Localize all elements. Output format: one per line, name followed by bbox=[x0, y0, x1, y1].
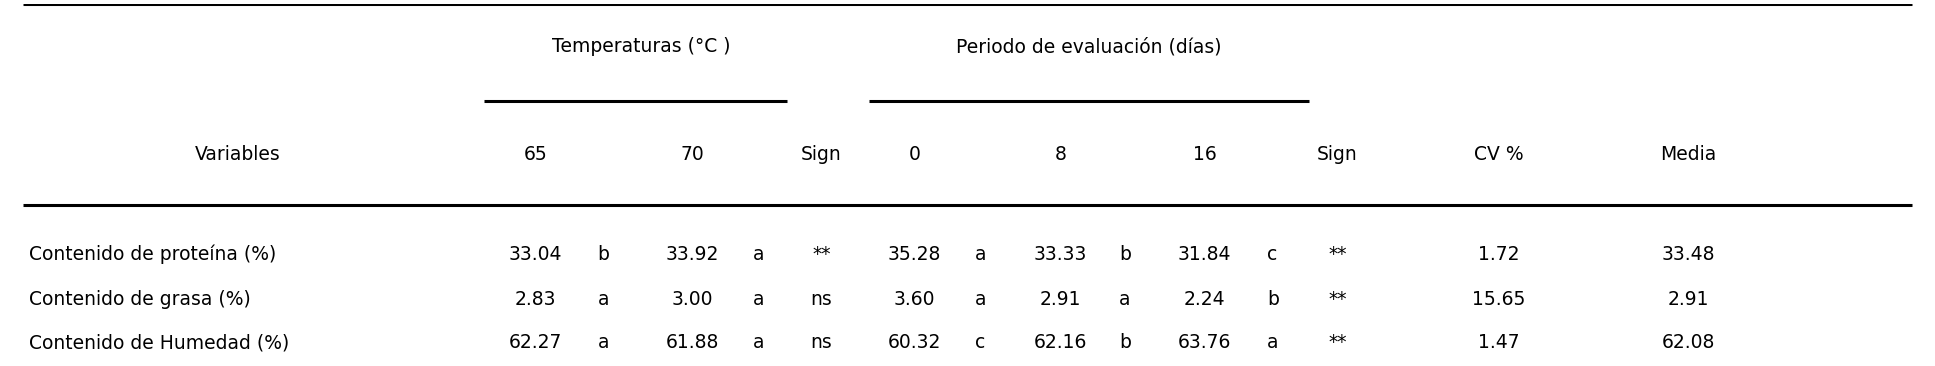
Text: Variables: Variables bbox=[195, 145, 281, 164]
Text: 16: 16 bbox=[1192, 145, 1217, 164]
Text: 1.47: 1.47 bbox=[1478, 333, 1519, 352]
Text: Contenido de grasa (%): Contenido de grasa (%) bbox=[29, 290, 250, 309]
Text: Contenido de proteína (%): Contenido de proteína (%) bbox=[29, 245, 277, 265]
Text: b: b bbox=[598, 245, 610, 264]
Text: 63.76: 63.76 bbox=[1178, 333, 1231, 352]
Text: 3.60: 3.60 bbox=[894, 290, 935, 309]
Text: a: a bbox=[975, 290, 987, 309]
Text: 62.16: 62.16 bbox=[1033, 333, 1087, 352]
Text: a: a bbox=[753, 245, 764, 264]
Text: Temperaturas (°C ): Temperaturas (°C ) bbox=[551, 37, 731, 56]
Text: Periodo de evaluación (días): Periodo de evaluación (días) bbox=[956, 37, 1221, 56]
Text: Contenido de Humedad (%): Contenido de Humedad (%) bbox=[29, 333, 288, 352]
Text: 33.48: 33.48 bbox=[1662, 245, 1714, 264]
Text: 15.65: 15.65 bbox=[1473, 290, 1525, 309]
Text: b: b bbox=[1267, 290, 1279, 309]
Text: 62.08: 62.08 bbox=[1662, 333, 1714, 352]
Text: CV %: CV % bbox=[1474, 145, 1523, 164]
Text: 2.83: 2.83 bbox=[515, 290, 555, 309]
Text: 2.91: 2.91 bbox=[1039, 290, 1082, 309]
Text: 33.33: 33.33 bbox=[1033, 245, 1087, 264]
Text: Sign: Sign bbox=[801, 145, 842, 164]
Text: 35.28: 35.28 bbox=[888, 245, 940, 264]
Text: a: a bbox=[598, 333, 610, 352]
Text: a: a bbox=[1118, 290, 1130, 309]
Text: a: a bbox=[1267, 333, 1279, 352]
Text: 70: 70 bbox=[681, 145, 704, 164]
Text: **: ** bbox=[1327, 290, 1347, 309]
Text: a: a bbox=[975, 245, 987, 264]
Text: Media: Media bbox=[1660, 145, 1716, 164]
Text: 8: 8 bbox=[1055, 145, 1066, 164]
Text: a: a bbox=[598, 290, 610, 309]
Text: a: a bbox=[753, 290, 764, 309]
Text: **: ** bbox=[1327, 333, 1347, 352]
Text: Sign: Sign bbox=[1318, 145, 1358, 164]
Text: 3.00: 3.00 bbox=[671, 290, 714, 309]
Text: ns: ns bbox=[811, 290, 832, 309]
Text: 0: 0 bbox=[908, 145, 921, 164]
Text: 2.24: 2.24 bbox=[1184, 290, 1225, 309]
Text: **: ** bbox=[813, 245, 830, 264]
Text: 60.32: 60.32 bbox=[888, 333, 940, 352]
Text: a: a bbox=[753, 333, 764, 352]
Text: 65: 65 bbox=[522, 145, 548, 164]
Text: **: ** bbox=[1327, 245, 1347, 264]
Text: 2.91: 2.91 bbox=[1668, 290, 1709, 309]
Text: c: c bbox=[1267, 245, 1277, 264]
Text: b: b bbox=[1118, 245, 1132, 264]
Text: 31.84: 31.84 bbox=[1178, 245, 1231, 264]
Text: 33.04: 33.04 bbox=[509, 245, 561, 264]
Text: b: b bbox=[1118, 333, 1132, 352]
Text: ns: ns bbox=[811, 333, 832, 352]
Text: c: c bbox=[975, 333, 985, 352]
Text: 33.92: 33.92 bbox=[666, 245, 720, 264]
Text: 61.88: 61.88 bbox=[666, 333, 720, 352]
Text: 62.27: 62.27 bbox=[509, 333, 561, 352]
Text: 1.72: 1.72 bbox=[1478, 245, 1519, 264]
